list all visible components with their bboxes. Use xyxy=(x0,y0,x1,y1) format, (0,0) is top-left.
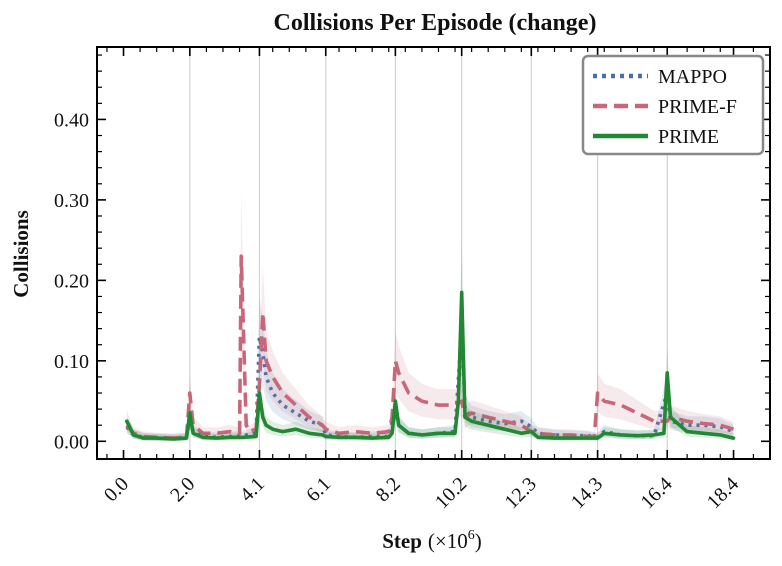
plot-frame xyxy=(96,46,771,460)
legend-label: PRIME-F xyxy=(658,96,737,118)
x-axis-unit: (×10 xyxy=(428,529,468,553)
series-band xyxy=(126,188,734,441)
x-tick-label: 18.4 xyxy=(703,473,743,513)
y-tick-label: 0.10 xyxy=(54,351,89,373)
x-tick-label: 6.1 xyxy=(302,473,335,506)
x-axis-close: ) xyxy=(475,529,482,553)
y-tick-label: 0.00 xyxy=(54,431,89,453)
legend-box xyxy=(581,54,765,156)
x-tick-label: 4.1 xyxy=(236,473,269,506)
x-tick-label: 8.2 xyxy=(372,473,405,506)
legend: MAPPO PRIME-F PRIME xyxy=(581,54,765,156)
legend-label: PRIME xyxy=(658,126,719,148)
y-tick-label: 0.30 xyxy=(54,190,89,212)
y-tick-label: 0.40 xyxy=(54,109,89,131)
x-tick-label: 14.3 xyxy=(567,473,607,513)
x-axis-title: Step (×106) xyxy=(382,528,482,553)
x-axis-exponent: 6 xyxy=(468,528,475,543)
x-tick-label: 2.0 xyxy=(166,473,199,506)
chart-title: Collisions Per Episode (change) xyxy=(274,10,597,36)
series-line xyxy=(125,254,735,440)
x-tick-label: 16.4 xyxy=(636,473,676,513)
x-tick-labels: 0.0 2.0 4.1 6.1 8.2 10.2 12.3 14.3 16.4 18.4 xyxy=(100,473,743,513)
x-axis-label: Step xyxy=(382,529,422,553)
y-tick-labels: 0.00 0.10 0.20 0.30 0.40 xyxy=(54,109,89,453)
x-tick-label: 0.0 xyxy=(100,473,133,506)
x-tick-label: 10.2 xyxy=(431,473,471,513)
y-tick-label: 0.20 xyxy=(54,270,89,292)
legend-label: MAPPO xyxy=(658,66,727,88)
series-layer xyxy=(125,188,736,442)
axis-ticks xyxy=(97,47,770,459)
series-line xyxy=(125,290,736,441)
y-axis-title: Collisions xyxy=(9,210,33,298)
x-tick-label: 12.3 xyxy=(501,473,541,513)
